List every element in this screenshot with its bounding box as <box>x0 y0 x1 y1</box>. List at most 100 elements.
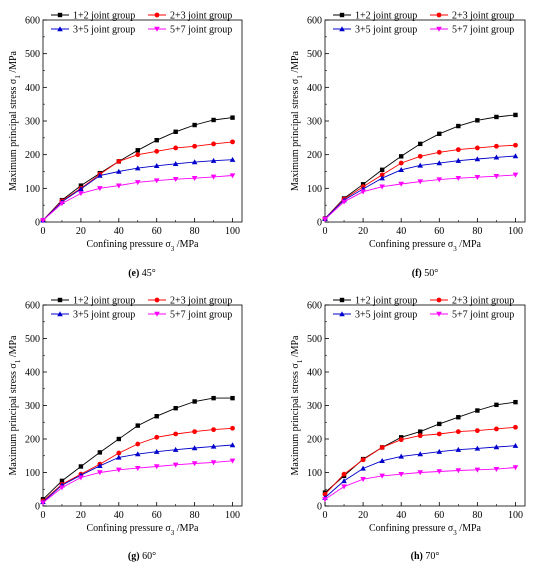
series-line <box>42 427 233 502</box>
data-point <box>456 123 461 129</box>
x-tick-label: 80 <box>472 226 482 237</box>
x-tick-label: 60 <box>434 510 444 521</box>
y-axis-label: Maximum principal stress σ1 /MPa <box>8 50 22 191</box>
data-point <box>173 431 179 437</box>
data-point <box>360 465 366 471</box>
data-point <box>192 143 198 149</box>
data-point <box>135 423 140 428</box>
series-4 <box>40 458 236 506</box>
data-point <box>211 395 216 401</box>
data-point <box>379 167 385 173</box>
y-tick-label: 300 <box>307 117 322 128</box>
data-point <box>456 415 461 420</box>
data-point <box>360 477 366 482</box>
data-point <box>512 172 519 178</box>
data-point <box>379 175 385 181</box>
data-point <box>134 165 141 171</box>
data-point <box>494 426 499 432</box>
data-point <box>493 466 500 472</box>
data-point <box>210 443 217 449</box>
legend-label: 3+5 joint group <box>73 25 135 36</box>
data-point <box>116 183 122 189</box>
data-point <box>191 159 198 165</box>
data-point <box>341 471 347 477</box>
data-point <box>172 177 179 183</box>
data-point <box>154 148 160 154</box>
y-tick-label: 600 <box>25 16 40 27</box>
data-point <box>512 442 519 448</box>
legend-marker <box>436 311 442 317</box>
data-point <box>229 173 236 179</box>
y-tick-label: 0 <box>317 218 322 229</box>
data-point <box>134 180 141 186</box>
legend-label: 1+2 joint group <box>355 296 417 307</box>
y-tick-label: 100 <box>25 184 40 195</box>
data-point <box>230 425 235 431</box>
data-point <box>513 112 518 118</box>
data-point <box>417 162 424 168</box>
x-axis-label: Confining pressure σ3 /MPa <box>87 523 200 537</box>
data-point <box>493 174 500 180</box>
x-tick-label: 40 <box>396 226 406 237</box>
data-point <box>173 145 179 151</box>
data-point <box>379 172 385 178</box>
y-tick-label: 100 <box>307 184 322 195</box>
data-point <box>455 157 462 163</box>
x-tick-label: 60 <box>152 226 162 237</box>
data-point <box>398 154 404 159</box>
data-point <box>398 437 404 443</box>
data-point <box>475 408 480 413</box>
data-point <box>230 395 235 401</box>
y-tick-label: 500 <box>307 334 322 345</box>
data-point <box>474 175 481 181</box>
data-point <box>322 217 328 223</box>
legend: 1+2 joint group 2+3 joint group 3+5 joint … <box>51 11 232 36</box>
data-point <box>379 184 385 190</box>
data-point <box>398 160 404 166</box>
x-tick-label: 60 <box>152 510 162 521</box>
data-point <box>417 179 424 185</box>
data-point <box>59 478 65 484</box>
data-point <box>436 431 442 437</box>
x-axis-label: Confining pressure σ3 /MPa <box>369 239 482 253</box>
data-point <box>211 427 216 433</box>
chart-panel-3: 0 20 40 60 80 100 0 100 200 300 400 500 600 Confining… <box>8 296 243 562</box>
data-point <box>493 154 500 160</box>
data-point <box>97 463 103 468</box>
data-point <box>494 143 499 149</box>
data-point <box>474 156 481 162</box>
data-point <box>97 470 103 476</box>
data-point <box>154 434 160 440</box>
data-point <box>97 172 103 178</box>
legend-marker <box>154 297 160 303</box>
legend-label: 5+7 joint group <box>170 310 232 321</box>
chart-panel-4: 0 20 40 60 80 100 0 100 200 300 400 500 600 Confining… <box>290 296 526 562</box>
data-point <box>78 464 84 469</box>
data-point <box>192 122 197 128</box>
x-tick-label: 40 <box>114 226 124 237</box>
data-point <box>341 478 347 484</box>
y-tick-label: 200 <box>25 150 40 161</box>
legend-marker <box>154 26 160 32</box>
x-tick-label: 60 <box>434 226 444 237</box>
y-tick-label: 500 <box>307 49 322 60</box>
legend-label: 5+7 joint group <box>452 310 514 321</box>
x-tick-label: 20 <box>358 510 368 521</box>
y-tick-label: 300 <box>25 401 40 412</box>
y-tick-label: 500 <box>25 334 40 345</box>
data-point <box>341 199 347 205</box>
y-axis-label: Maximum principal stress σ1 /MPa <box>290 335 304 476</box>
data-point <box>360 189 366 195</box>
y-tick-label: 500 <box>25 49 40 60</box>
data-point <box>116 454 122 460</box>
data-point <box>78 475 84 481</box>
data-point <box>455 446 462 452</box>
panel-caption: (e) 45° <box>128 268 156 279</box>
data-point <box>513 424 518 430</box>
data-point <box>97 186 103 192</box>
data-point <box>436 160 443 166</box>
y-tick-label: 400 <box>307 83 322 94</box>
y-tick-label: 400 <box>25 368 40 379</box>
legend-marker <box>436 297 442 303</box>
data-point <box>134 451 141 457</box>
